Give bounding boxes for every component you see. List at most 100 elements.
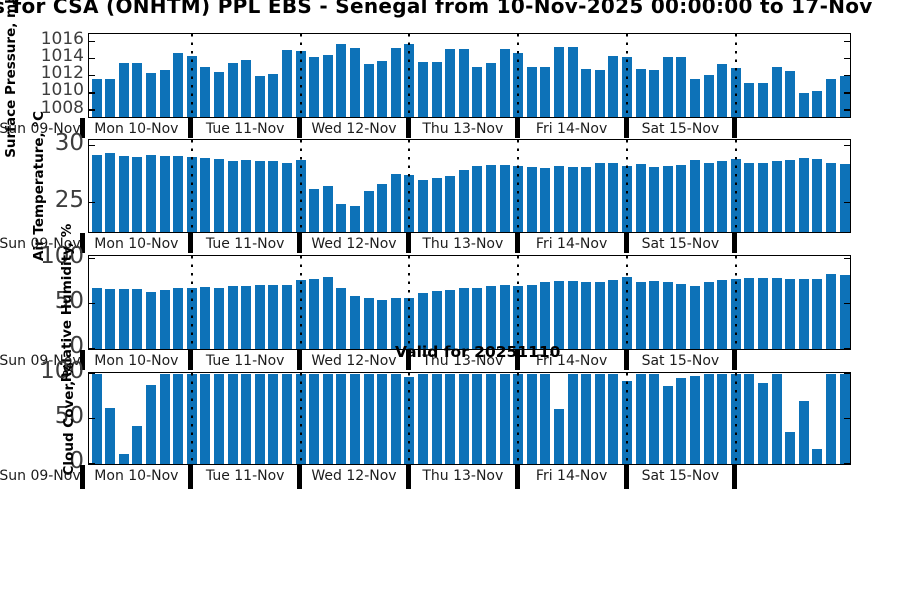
bar xyxy=(662,165,673,232)
bar xyxy=(146,73,156,117)
x-label-day: Tue 11-Nov xyxy=(205,236,285,252)
bar xyxy=(282,162,292,232)
bar xyxy=(377,60,388,117)
bar xyxy=(309,373,320,464)
bar xyxy=(771,277,782,349)
y-tick-mark xyxy=(844,40,850,43)
x-label-day: Wed 12-Nov xyxy=(311,468,397,484)
bar xyxy=(486,373,496,464)
bar xyxy=(445,290,456,349)
surface-pressure-panel xyxy=(88,33,851,118)
bar xyxy=(363,298,374,349)
bar xyxy=(526,284,537,349)
bar xyxy=(567,373,578,464)
bar xyxy=(159,373,170,464)
bar xyxy=(146,384,156,464)
bar xyxy=(486,164,496,232)
bar xyxy=(703,75,714,117)
x-label-day: Mon 10-Nov xyxy=(94,236,179,252)
bar xyxy=(91,79,102,117)
bar xyxy=(241,285,252,349)
bar xyxy=(458,288,469,349)
day-boundary-gridline xyxy=(408,373,411,464)
bar xyxy=(785,432,796,464)
bar xyxy=(826,162,836,232)
day-boundary-gridline xyxy=(190,140,193,232)
bar xyxy=(282,373,292,464)
bar xyxy=(758,82,768,117)
day-boundary-gridline xyxy=(190,34,193,117)
bar xyxy=(282,284,292,349)
bar xyxy=(336,203,347,232)
y-tick-mark xyxy=(844,257,850,260)
bar xyxy=(91,288,102,349)
x-day-tick xyxy=(732,350,738,370)
bar xyxy=(635,163,646,232)
y-tick-mark xyxy=(844,418,850,420)
bar xyxy=(662,385,673,464)
bar xyxy=(445,49,456,117)
bar xyxy=(418,179,428,232)
bar xyxy=(526,167,537,232)
bar xyxy=(200,286,211,349)
bar xyxy=(458,373,469,464)
bar xyxy=(214,159,224,232)
x-day-tick xyxy=(514,118,520,138)
cloud-cover-panel xyxy=(88,372,851,465)
bar xyxy=(567,167,578,232)
bar xyxy=(486,63,496,117)
bar xyxy=(390,47,401,117)
bar xyxy=(390,298,401,349)
y-tick-mark xyxy=(844,373,850,375)
bar xyxy=(744,277,755,349)
bar xyxy=(499,373,510,464)
bar xyxy=(785,278,796,349)
bar xyxy=(785,160,796,232)
y-tick-label: 30 xyxy=(54,129,84,156)
bar xyxy=(241,59,252,117)
day-boundary-gridline xyxy=(190,256,193,349)
bar xyxy=(594,162,605,232)
bar xyxy=(744,82,755,117)
bar xyxy=(309,188,320,232)
x-day-tick xyxy=(514,465,520,489)
bar xyxy=(554,165,564,232)
bar xyxy=(758,162,768,232)
bar xyxy=(268,161,279,232)
y-tick-label: 25 xyxy=(54,186,84,213)
bar xyxy=(322,55,333,117)
bar xyxy=(91,373,102,464)
bar xyxy=(458,49,469,117)
bar xyxy=(635,282,646,349)
bar xyxy=(431,373,442,464)
y-tick-mark xyxy=(89,348,95,350)
bar xyxy=(567,281,578,349)
day-boundary-gridline xyxy=(299,256,302,349)
y-tick-mark xyxy=(844,58,850,60)
bar xyxy=(377,184,388,232)
bar xyxy=(649,373,660,464)
y-tick-mark xyxy=(844,463,850,465)
bar xyxy=(812,91,823,117)
y-tick-mark xyxy=(89,257,95,260)
bar xyxy=(254,373,265,464)
bar xyxy=(581,69,592,117)
bar xyxy=(826,274,836,349)
x-day-tick xyxy=(732,233,738,253)
bar xyxy=(649,281,660,349)
y-tick-label: 100 xyxy=(40,358,84,384)
y-axis-label: Cloud Cover, % xyxy=(61,362,77,475)
bar xyxy=(431,62,442,117)
bar xyxy=(418,373,428,464)
bar xyxy=(499,164,510,232)
day-boundary-gridline xyxy=(734,34,737,117)
x-label-start-day: Sun 09-Nov xyxy=(0,236,81,252)
bar xyxy=(554,409,564,464)
bar xyxy=(105,79,116,117)
bar xyxy=(662,282,673,349)
x-label-day: Mon 10-Nov xyxy=(94,353,179,369)
y-tick-mark xyxy=(844,75,850,77)
bar xyxy=(581,373,592,464)
x-day-tick xyxy=(405,233,411,253)
bar xyxy=(254,284,265,349)
